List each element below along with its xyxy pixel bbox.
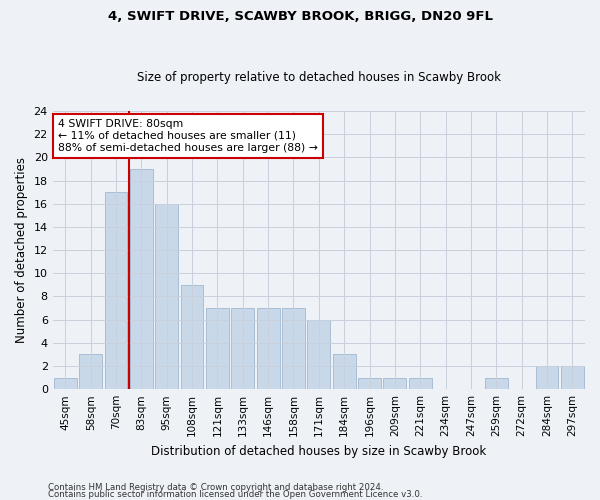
- Bar: [383, 378, 406, 389]
- Bar: [282, 308, 305, 389]
- X-axis label: Distribution of detached houses by size in Scawby Brook: Distribution of detached houses by size …: [151, 444, 487, 458]
- Bar: [536, 366, 559, 389]
- Text: 4, SWIFT DRIVE, SCAWBY BROOK, BRIGG, DN20 9FL: 4, SWIFT DRIVE, SCAWBY BROOK, BRIGG, DN2…: [107, 10, 493, 23]
- Bar: [54, 378, 77, 389]
- Bar: [333, 354, 356, 389]
- Bar: [104, 192, 127, 389]
- Bar: [485, 378, 508, 389]
- Bar: [181, 285, 203, 389]
- Text: 4 SWIFT DRIVE: 80sqm
← 11% of detached houses are smaller (11)
88% of semi-detac: 4 SWIFT DRIVE: 80sqm ← 11% of detached h…: [58, 120, 318, 152]
- Y-axis label: Number of detached properties: Number of detached properties: [15, 157, 28, 343]
- Bar: [257, 308, 280, 389]
- Bar: [409, 378, 431, 389]
- Bar: [206, 308, 229, 389]
- Text: Contains HM Land Registry data © Crown copyright and database right 2024.: Contains HM Land Registry data © Crown c…: [48, 484, 383, 492]
- Bar: [358, 378, 381, 389]
- Bar: [232, 308, 254, 389]
- Bar: [155, 204, 178, 389]
- Title: Size of property relative to detached houses in Scawby Brook: Size of property relative to detached ho…: [137, 70, 501, 84]
- Bar: [79, 354, 102, 389]
- Bar: [307, 320, 330, 389]
- Text: Contains public sector information licensed under the Open Government Licence v3: Contains public sector information licen…: [48, 490, 422, 499]
- Bar: [561, 366, 584, 389]
- Bar: [130, 169, 153, 389]
